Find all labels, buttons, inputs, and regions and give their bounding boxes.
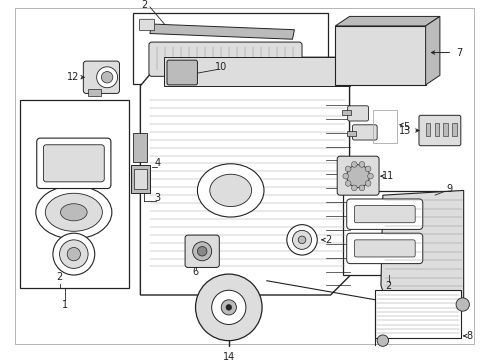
FancyBboxPatch shape [139,19,154,31]
Bar [341,109,351,115]
Bar [372,109,396,143]
FancyBboxPatch shape [354,206,414,223]
Circle shape [345,166,350,172]
FancyBboxPatch shape [337,156,378,195]
FancyBboxPatch shape [184,235,219,267]
Text: 8: 8 [466,331,471,341]
Circle shape [197,247,206,256]
FancyBboxPatch shape [354,240,414,257]
Polygon shape [164,57,349,86]
Text: 3: 3 [154,193,160,203]
Circle shape [221,300,236,315]
Circle shape [351,162,356,167]
Polygon shape [140,57,349,295]
Text: 6: 6 [192,267,198,277]
Text: 1: 1 [62,301,68,310]
Circle shape [342,173,348,179]
Circle shape [298,236,305,244]
Circle shape [225,305,231,310]
Circle shape [346,165,369,188]
Bar [133,13,327,84]
Circle shape [97,67,117,88]
Circle shape [358,162,364,167]
Bar [335,26,425,85]
Bar [346,131,355,136]
Bar [434,123,438,136]
Circle shape [53,233,95,275]
Polygon shape [380,190,463,305]
Text: 10: 10 [215,62,227,72]
Bar [342,192,454,275]
Polygon shape [335,17,439,26]
Bar [133,168,147,189]
Circle shape [286,225,317,255]
FancyBboxPatch shape [346,199,422,229]
Polygon shape [425,17,439,85]
Bar [133,133,147,162]
Bar [374,290,460,338]
Circle shape [192,242,211,261]
Bar [451,123,456,136]
Circle shape [365,166,370,172]
Text: 9: 9 [446,184,451,194]
Text: 12: 12 [66,72,79,82]
Text: 5: 5 [403,122,409,132]
Circle shape [211,290,245,324]
Ellipse shape [61,204,87,221]
Circle shape [60,240,88,269]
Circle shape [292,230,311,249]
FancyBboxPatch shape [346,233,422,264]
Text: 2: 2 [325,235,331,245]
FancyBboxPatch shape [352,125,376,140]
Circle shape [351,185,356,191]
Text: 2: 2 [385,282,391,292]
Text: 13: 13 [398,126,410,135]
FancyBboxPatch shape [37,138,111,189]
Text: 4: 4 [154,158,160,168]
Bar [443,123,447,136]
Text: 2: 2 [56,272,62,282]
Text: 14: 14 [222,352,234,360]
Circle shape [195,274,262,341]
Circle shape [367,173,372,179]
Ellipse shape [209,174,251,207]
Circle shape [345,181,350,186]
FancyBboxPatch shape [149,42,302,76]
Circle shape [101,72,113,83]
Bar [88,89,101,96]
Circle shape [365,181,370,186]
FancyBboxPatch shape [167,60,197,85]
Circle shape [455,298,468,311]
Text: 11: 11 [381,171,393,181]
Bar [425,123,429,136]
Circle shape [358,185,364,191]
Ellipse shape [36,186,112,239]
Circle shape [376,335,388,346]
Ellipse shape [45,193,102,231]
FancyBboxPatch shape [83,61,119,94]
Text: 2: 2 [141,0,147,10]
FancyBboxPatch shape [347,106,368,121]
Polygon shape [150,24,294,39]
Ellipse shape [197,164,264,217]
FancyBboxPatch shape [418,115,460,146]
Circle shape [67,247,81,261]
Bar [131,165,150,193]
Bar [20,100,129,288]
FancyBboxPatch shape [43,145,104,182]
Text: 7: 7 [455,48,461,58]
